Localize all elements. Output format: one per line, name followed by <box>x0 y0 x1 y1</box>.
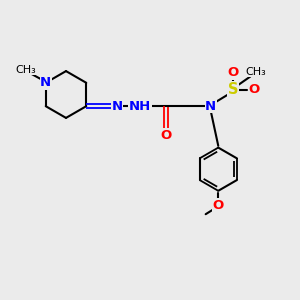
Text: O: O <box>213 199 224 212</box>
Text: O: O <box>228 66 239 79</box>
Text: O: O <box>160 129 171 142</box>
Text: CH₃: CH₃ <box>245 67 266 77</box>
Text: N: N <box>112 100 123 113</box>
Text: O: O <box>249 83 260 96</box>
Text: N: N <box>205 100 216 113</box>
Text: S: S <box>228 82 238 97</box>
Text: CH₃: CH₃ <box>15 64 36 75</box>
Text: NH: NH <box>129 100 152 113</box>
Text: N: N <box>40 76 51 89</box>
